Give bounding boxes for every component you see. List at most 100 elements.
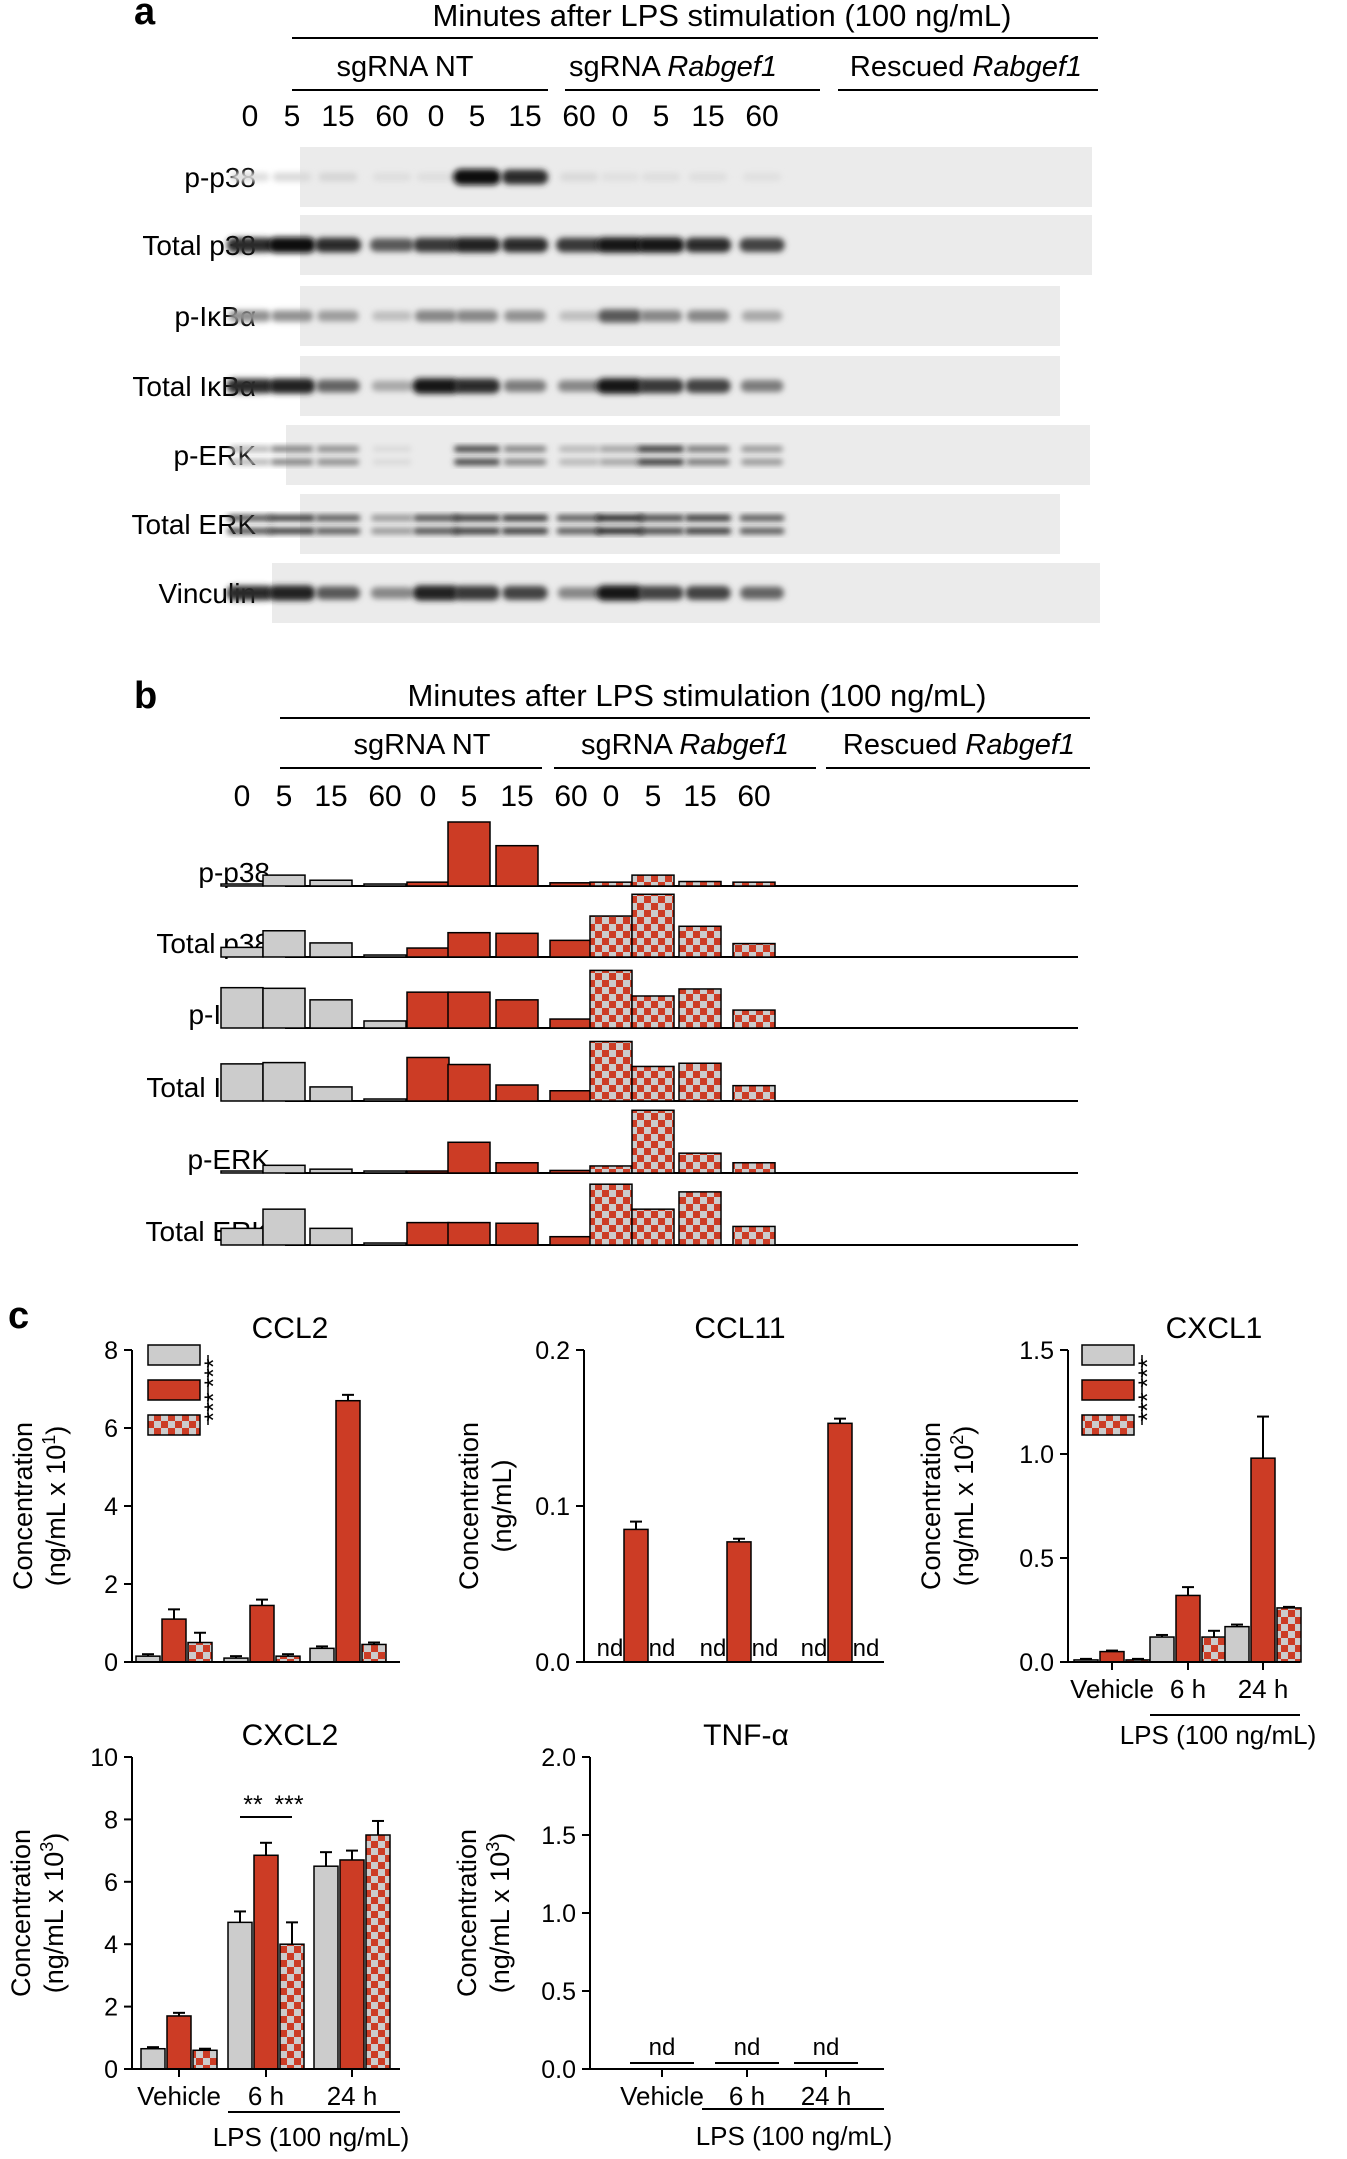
timepoint-a-4: 0 xyxy=(428,100,445,133)
y-tick-label: 2.0 xyxy=(541,1744,576,1772)
y-tick-label: 4 xyxy=(104,1493,118,1521)
timepoint-b-7: 60 xyxy=(554,780,587,813)
nd-label: nd xyxy=(801,1635,828,1662)
blot-band xyxy=(371,515,413,521)
y-tick-label: 8 xyxy=(104,1337,118,1365)
densitometry-row-1: Total p38 xyxy=(156,893,1078,959)
panel-a-header: Minutes after LPS stimulation (100 ng/mL… xyxy=(242,0,1098,133)
nd-label: nd xyxy=(752,1635,779,1662)
densitometry-bar xyxy=(220,986,264,1029)
x-tick-label: Vehicle xyxy=(137,2081,221,2111)
blot-band xyxy=(596,378,644,394)
blot-row-3 xyxy=(226,356,1060,416)
blot-band xyxy=(556,515,602,521)
timepoint-b-3: 60 xyxy=(368,780,401,813)
y-tick-label: 0.1 xyxy=(535,1493,570,1521)
densitometry-bar xyxy=(406,947,450,958)
densitometry-bar xyxy=(678,1191,722,1246)
legend-sig-mark: *** xyxy=(200,1392,228,1421)
group-label-b-rescued: Rescued Rabgef1 xyxy=(843,729,1075,761)
bar xyxy=(1250,1457,1276,1663)
blot-band xyxy=(638,515,684,521)
blot-band xyxy=(638,528,684,534)
chart-title: CCL2 xyxy=(252,1312,329,1345)
blot-band xyxy=(318,172,358,182)
timepoint-a-10: 15 xyxy=(691,100,724,133)
densitometry-bar xyxy=(495,1162,539,1174)
blot-band xyxy=(600,172,640,182)
nd-label: nd xyxy=(597,1635,624,1662)
densitometry-bar xyxy=(406,1056,450,1102)
blot-band xyxy=(596,237,644,253)
blot-band xyxy=(315,515,361,521)
blot-band xyxy=(413,237,459,253)
densitometry-bar xyxy=(220,883,264,887)
group-label-b-nt: sgRNA NT xyxy=(354,729,491,761)
densitometry-bar xyxy=(631,893,675,958)
densitometry-bar xyxy=(631,1065,675,1102)
blot-band xyxy=(559,311,599,321)
densitometry-bar xyxy=(447,1221,491,1246)
blot-band xyxy=(685,586,731,600)
blot-band xyxy=(226,378,274,394)
densitometry-row-label: p-ERK xyxy=(188,1144,271,1175)
densitometry-bar xyxy=(495,932,539,958)
blot-band xyxy=(454,585,500,601)
blot-band xyxy=(741,446,783,452)
legend-swatch xyxy=(1081,1379,1135,1401)
densitometry-bar xyxy=(495,1222,539,1246)
y-tick-label: 1.0 xyxy=(1019,1441,1054,1469)
bar xyxy=(339,1859,365,2070)
x-tick-label: 24 h xyxy=(327,2081,378,2111)
densitometry-row-2: p-IκBα xyxy=(188,969,1078,1030)
blot-band xyxy=(413,515,459,521)
timepoint-a-11: 60 xyxy=(745,100,778,133)
densitometry-bar xyxy=(363,954,407,958)
densitometry-bar xyxy=(549,1018,593,1029)
blot-band xyxy=(557,587,601,599)
densitometry-bar xyxy=(589,915,633,958)
bar xyxy=(1276,1607,1302,1663)
densitometry-bar xyxy=(262,1061,306,1102)
blot-band xyxy=(316,379,360,393)
y-tick-label: 0.0 xyxy=(535,1649,570,1677)
bar xyxy=(335,1399,361,1663)
x-tick-label: 6 h xyxy=(729,2081,765,2111)
blot-band xyxy=(556,528,602,534)
timepoint-b-5: 5 xyxy=(461,780,478,813)
timepoint-b-8: 0 xyxy=(603,780,620,813)
bar xyxy=(249,1604,275,1663)
blot-band xyxy=(686,446,730,452)
densitometry-bar xyxy=(678,925,722,958)
blot-band xyxy=(556,237,602,253)
densitometry-bar xyxy=(220,1170,264,1174)
densitometry-bar xyxy=(220,946,264,958)
timepoint-labels-a: 0 5 15 60 0 5 15 60 0 5 15 60 xyxy=(242,100,779,133)
blot-band xyxy=(739,515,785,521)
densitometry-bar xyxy=(309,1168,353,1174)
bar xyxy=(140,2047,166,2070)
y-tick-label: 10 xyxy=(90,1744,118,1772)
legend-sig-mark: *** xyxy=(1134,1392,1162,1421)
blot-band xyxy=(684,528,732,534)
timepoint-a-7: 60 xyxy=(562,100,595,133)
header-title-b: Minutes after LPS stimulation (100 ng/mL… xyxy=(408,678,987,713)
blot-band xyxy=(596,515,644,521)
timepoint-a-5: 5 xyxy=(469,100,486,133)
y-tick-label: 2 xyxy=(104,1571,118,1599)
bar xyxy=(623,1528,649,1663)
blot-band xyxy=(503,446,547,452)
blot-background xyxy=(286,425,1090,485)
densitometry-bar xyxy=(631,874,675,887)
y-tick-label: 0 xyxy=(104,2056,118,2084)
densitometry-bar xyxy=(495,1084,539,1102)
nd-label: nd xyxy=(853,1635,880,1662)
legend-sig-mark: *** xyxy=(200,1358,228,1387)
group-label-a-ko: sgRNA Rabgef1 xyxy=(569,51,777,83)
blot-band xyxy=(226,585,274,601)
blot-band xyxy=(685,379,731,393)
densitometry-bar xyxy=(406,1221,450,1246)
densitometry-bar xyxy=(309,879,353,887)
bar xyxy=(192,2049,218,2070)
